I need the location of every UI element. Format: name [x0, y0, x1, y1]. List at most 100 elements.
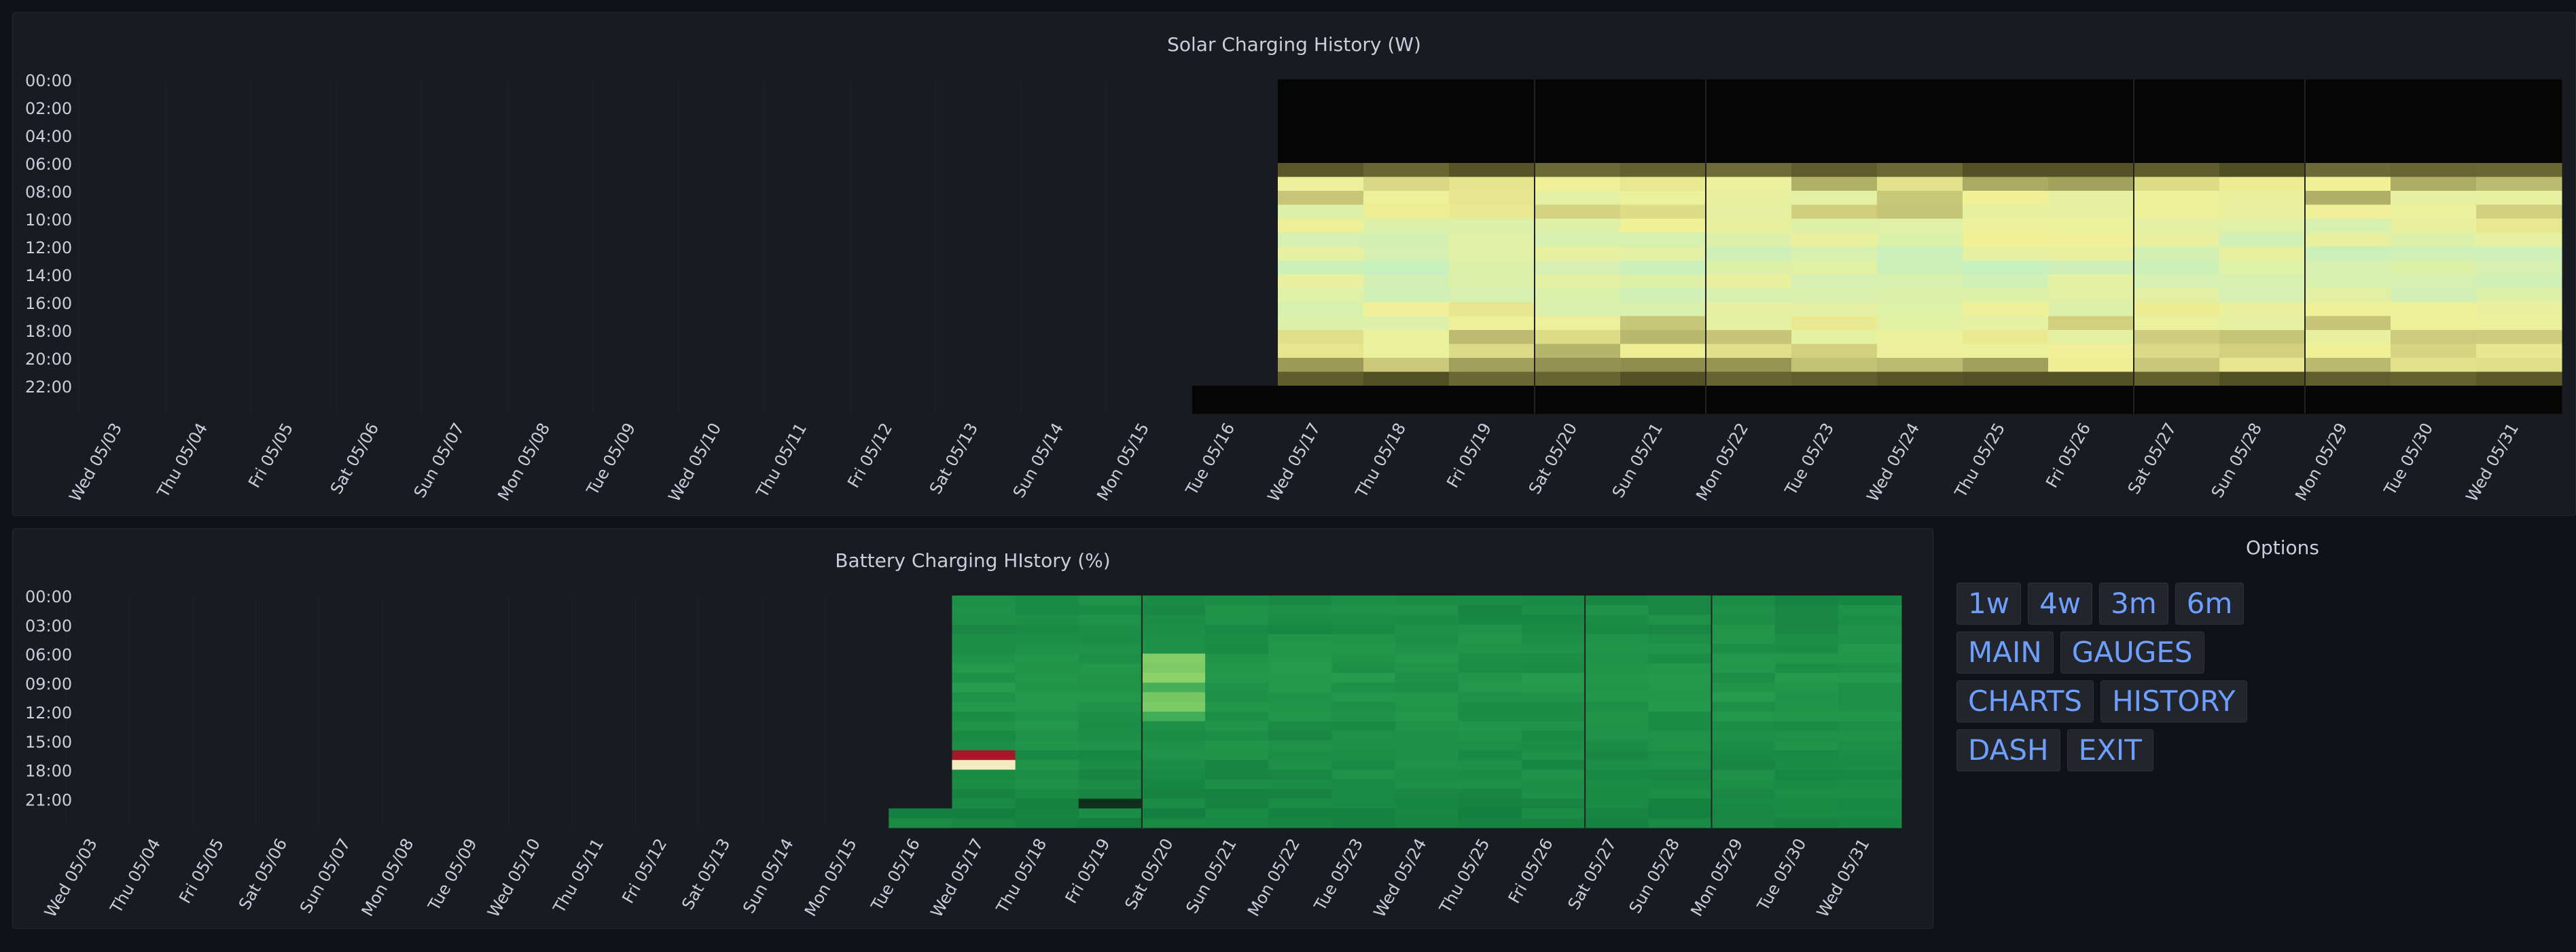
heatmap-cell[interactable]	[1791, 371, 1878, 386]
heatmap-cell[interactable]	[1205, 721, 1269, 731]
heatmap-cell[interactable]	[1585, 779, 1649, 790]
heatmap-cell[interactable]	[1648, 712, 1712, 722]
heatmap-cell[interactable]	[1963, 399, 2049, 414]
heatmap-cell[interactable]	[2219, 358, 2306, 372]
heatmap-cell[interactable]	[1963, 163, 2049, 177]
heatmap-cell[interactable]	[952, 615, 1016, 625]
heatmap-cell[interactable]	[2134, 371, 2220, 386]
heatmap-cell[interactable]	[1521, 596, 1586, 606]
heatmap-cell[interactable]	[1268, 731, 1332, 742]
heatmap-cell[interactable]	[2305, 204, 2391, 219]
heatmap-cell[interactable]	[1838, 615, 1902, 625]
heatmap-cell[interactable]	[1535, 177, 1621, 191]
heatmap-cell[interactable]	[2305, 274, 2391, 289]
heatmap-cell[interactable]	[1449, 204, 1535, 219]
heatmap-cell[interactable]	[1706, 177, 1792, 191]
heatmap-cell[interactable]	[1791, 260, 1878, 275]
heatmap-cell[interactable]	[1774, 779, 1839, 790]
heatmap-cell[interactable]	[1648, 740, 1712, 751]
heatmap-cell[interactable]	[2219, 163, 2306, 177]
heatmap-cell[interactable]	[2305, 302, 2391, 316]
heatmap-cell[interactable]	[1521, 615, 1586, 625]
heatmap-cell[interactable]	[2048, 121, 2134, 136]
heatmap-cell[interactable]	[1791, 163, 1878, 177]
heatmap-cell[interactable]	[2134, 344, 2220, 359]
heatmap-cell[interactable]	[1838, 596, 1902, 606]
heatmap-cell[interactable]	[2134, 246, 2220, 261]
heatmap-cell[interactable]	[1711, 663, 1776, 674]
heatmap-cell[interactable]	[889, 808, 952, 819]
heatmap-cell[interactable]	[1774, 673, 1839, 683]
heatmap-cell[interactable]	[1791, 344, 1878, 359]
heatmap-cell[interactable]	[1205, 808, 1269, 819]
heatmap-cell[interactable]	[1648, 808, 1712, 819]
heatmap-cell[interactable]	[2476, 371, 2562, 386]
heatmap-cell[interactable]	[1278, 79, 1364, 94]
heatmap-cell[interactable]	[2391, 191, 2477, 205]
heatmap-cell[interactable]	[1363, 330, 1450, 344]
heatmap-cell[interactable]	[1278, 232, 1364, 247]
heatmap-cell[interactable]	[1331, 721, 1396, 731]
heatmap-cell[interactable]	[1535, 246, 1621, 261]
heatmap-cell[interactable]	[1963, 219, 2049, 233]
heatmap-cell[interactable]	[2391, 386, 2477, 400]
heatmap-cell[interactable]	[1458, 653, 1522, 664]
heatmap-cell[interactable]	[1585, 750, 1649, 761]
heatmap-cell[interactable]	[1774, 596, 1839, 606]
heatmap-cell[interactable]	[1620, 135, 1706, 149]
heatmap-cell[interactable]	[1774, 731, 1839, 742]
heatmap-cell[interactable]	[1706, 149, 1792, 164]
heatmap-cell[interactable]	[1078, 692, 1143, 703]
heatmap-cell[interactable]	[1449, 344, 1535, 359]
heatmap-cell[interactable]	[1363, 135, 1450, 149]
heatmap-cell[interactable]	[1278, 399, 1364, 414]
heatmap-cell[interactable]	[2391, 232, 2477, 247]
heatmap-cell[interactable]	[1774, 624, 1839, 635]
heatmap-cell[interactable]	[2134, 177, 2220, 191]
heatmap-cell[interactable]	[1963, 177, 2049, 191]
heatmap-cell[interactable]	[952, 673, 1016, 683]
heatmap-cell[interactable]	[1706, 79, 1792, 94]
heatmap-cell[interactable]	[1141, 615, 1206, 625]
heatmap-cell[interactable]	[2219, 191, 2306, 205]
heatmap-cell[interactable]	[2048, 371, 2134, 386]
heatmap-cell[interactable]	[1205, 692, 1269, 703]
heatmap-cell[interactable]	[1585, 712, 1649, 722]
heatmap-cell[interactable]	[2048, 149, 2134, 164]
heatmap-cell[interactable]	[1774, 721, 1839, 731]
heatmap-cell[interactable]	[1648, 779, 1712, 790]
heatmap-cell[interactable]	[1521, 740, 1586, 751]
heatmap-cell[interactable]	[2305, 358, 2391, 372]
heatmap-cell[interactable]	[2391, 246, 2477, 261]
heatmap-cell[interactable]	[2219, 232, 2306, 247]
heatmap-cell[interactable]	[1278, 121, 1364, 136]
heatmap-cell[interactable]	[1706, 274, 1792, 289]
heatmap-cell[interactable]	[1877, 107, 1963, 122]
heatmap-cell[interactable]	[1774, 653, 1839, 664]
heatmap-cell[interactable]	[1395, 701, 1459, 712]
heatmap-cell[interactable]	[1535, 274, 1621, 289]
heatmap-cell[interactable]	[952, 644, 1016, 654]
heatmap-cell[interactable]	[2134, 330, 2220, 344]
heatmap-cell[interactable]	[1015, 779, 1079, 790]
heatmap-cell[interactable]	[889, 818, 952, 828]
heatmap-cell[interactable]	[1449, 135, 1535, 149]
heatmap-cell[interactable]	[1078, 818, 1143, 828]
heatmap-cell[interactable]	[1015, 605, 1079, 615]
heatmap-cell[interactable]	[1015, 760, 1079, 770]
heatmap-cell[interactable]	[1706, 107, 1792, 122]
heatmap-cell[interactable]	[1278, 135, 1364, 149]
heatmap-cell[interactable]	[2305, 316, 2391, 331]
heatmap-cell[interactable]	[2391, 219, 2477, 233]
heatmap-cell[interactable]	[2219, 204, 2306, 219]
heatmap-cell[interactable]	[1585, 760, 1649, 770]
heatmap-cell[interactable]	[1711, 682, 1776, 693]
heatmap-cell[interactable]	[952, 682, 1016, 693]
heatmap-cell[interactable]	[1711, 779, 1776, 790]
heatmap-cell[interactable]	[1141, 663, 1206, 674]
heatmap-cell[interactable]	[1395, 779, 1459, 790]
heatmap-cell[interactable]	[1395, 682, 1459, 693]
heatmap-cell[interactable]	[1838, 644, 1902, 654]
heatmap-cell[interactable]	[1791, 358, 1878, 372]
heatmap-cell[interactable]	[1791, 386, 1878, 400]
